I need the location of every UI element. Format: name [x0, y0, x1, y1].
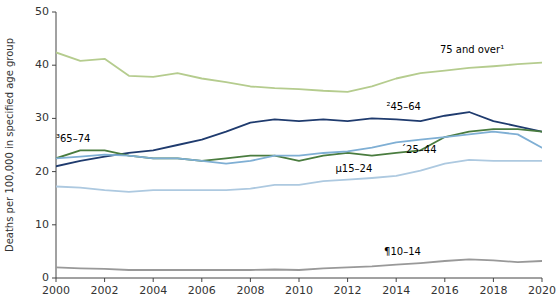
x-tick	[201, 278, 202, 282]
annotation: 75 and over¹	[440, 44, 504, 55]
x-tick	[347, 278, 348, 282]
y-tick	[52, 224, 56, 225]
annotation: ¶10–14	[384, 246, 421, 257]
y-tick-label: 10	[35, 218, 49, 231]
chart: 0 10 20 30 40 50 2000 2002 2004 2006 2008 2010 2012 2…	[0, 0, 560, 306]
y-axis-label: Deaths per 100,000 in specified age grou…	[4, 38, 15, 252]
x-tick	[104, 278, 105, 282]
series-line	[56, 112, 542, 166]
annotation: ²45–64	[386, 101, 420, 112]
x-tick-label: 2008	[236, 284, 264, 297]
y-tick-label: 0	[42, 271, 49, 284]
annotation: ³65–74	[56, 133, 90, 144]
x-tick-label: 2006	[188, 284, 216, 297]
y-tick	[52, 12, 56, 13]
x-tick	[56, 278, 57, 282]
x-tick	[493, 278, 494, 282]
y-tick-label: 20	[35, 165, 49, 178]
x-tick	[396, 278, 397, 282]
x-tick-label: 2014	[382, 284, 410, 297]
y-tick-label: 30	[35, 111, 49, 124]
y-tick-label: 40	[35, 58, 49, 71]
axes: 0 10 20 30 40 50 2000 2002 2004 2006 2008 2010 2012 2…	[35, 5, 556, 297]
y-tick	[52, 118, 56, 119]
series-line	[56, 52, 542, 91]
x-tick	[153, 278, 154, 282]
x-tick-label: 2002	[91, 284, 119, 297]
x-tick	[542, 278, 543, 282]
x-tick	[250, 278, 251, 282]
x-tick-label: 2018	[479, 284, 507, 297]
y-tick	[52, 171, 56, 172]
x-tick-label: 2010	[285, 284, 313, 297]
x-tick	[299, 278, 300, 282]
x-tick	[444, 278, 445, 282]
series-line	[56, 259, 542, 270]
x-tick-label: 2000	[42, 284, 70, 297]
annotation: µ15–24	[335, 163, 372, 174]
lines	[56, 52, 542, 270]
x-tick-label: 2004	[139, 284, 167, 297]
y-tick	[52, 65, 56, 66]
y-tick	[52, 278, 56, 279]
y-tick-label: 50	[35, 5, 49, 18]
series-line	[56, 160, 542, 192]
series-line	[56, 132, 542, 164]
x-tick-label: 2020	[528, 284, 556, 297]
x-tick-label: 2016	[431, 284, 459, 297]
x-tick-label: 2012	[334, 284, 362, 297]
annotations: 75 and over¹ ²45–64 ³65–74 ´25–44 µ15–24 ¶10–…	[56, 44, 504, 257]
annotation: ´25–44	[401, 144, 436, 155]
